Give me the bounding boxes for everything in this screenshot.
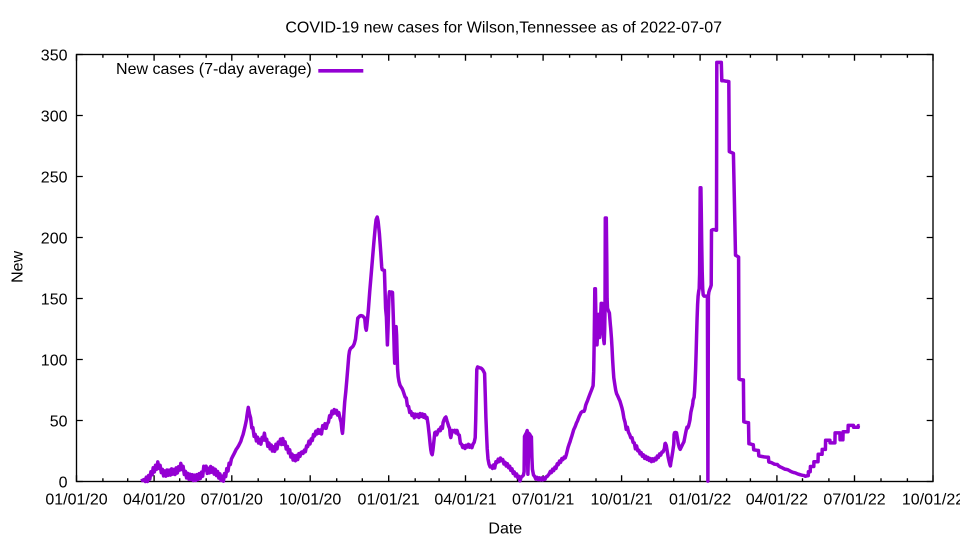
svg-text:01/01/22: 01/01/22 bbox=[669, 492, 731, 509]
svg-text:150: 150 bbox=[41, 291, 68, 308]
svg-text:07/01/21: 07/01/21 bbox=[512, 492, 574, 509]
svg-text:50: 50 bbox=[50, 413, 68, 430]
svg-text:07/01/22: 07/01/22 bbox=[823, 492, 885, 509]
svg-text:250: 250 bbox=[41, 169, 68, 186]
svg-text:0: 0 bbox=[59, 474, 68, 491]
svg-text:10/01/22: 10/01/22 bbox=[902, 492, 960, 509]
svg-text:01/01/21: 01/01/21 bbox=[358, 492, 420, 509]
svg-text:01/01/20: 01/01/20 bbox=[45, 492, 107, 509]
svg-text:Date: Date bbox=[488, 520, 522, 537]
svg-text:200: 200 bbox=[41, 230, 68, 247]
svg-text:10/01/21: 10/01/21 bbox=[590, 492, 652, 509]
svg-text:350: 350 bbox=[41, 47, 68, 64]
svg-text:10/01/20: 10/01/20 bbox=[279, 492, 341, 509]
svg-text:New cases (7-day average): New cases (7-day average) bbox=[116, 61, 312, 78]
svg-text:04/01/22: 04/01/22 bbox=[746, 492, 808, 509]
svg-text:100: 100 bbox=[41, 352, 68, 369]
svg-text:04/01/21: 04/01/21 bbox=[434, 492, 496, 509]
svg-text:New: New bbox=[10, 250, 27, 282]
svg-text:300: 300 bbox=[41, 108, 68, 125]
svg-text:04/01/20: 04/01/20 bbox=[123, 492, 185, 509]
svg-text:07/01/20: 07/01/20 bbox=[201, 492, 263, 509]
svg-text:COVID-19 new cases for Wilson,: COVID-19 new cases for Wilson,Tennessee … bbox=[285, 20, 722, 37]
